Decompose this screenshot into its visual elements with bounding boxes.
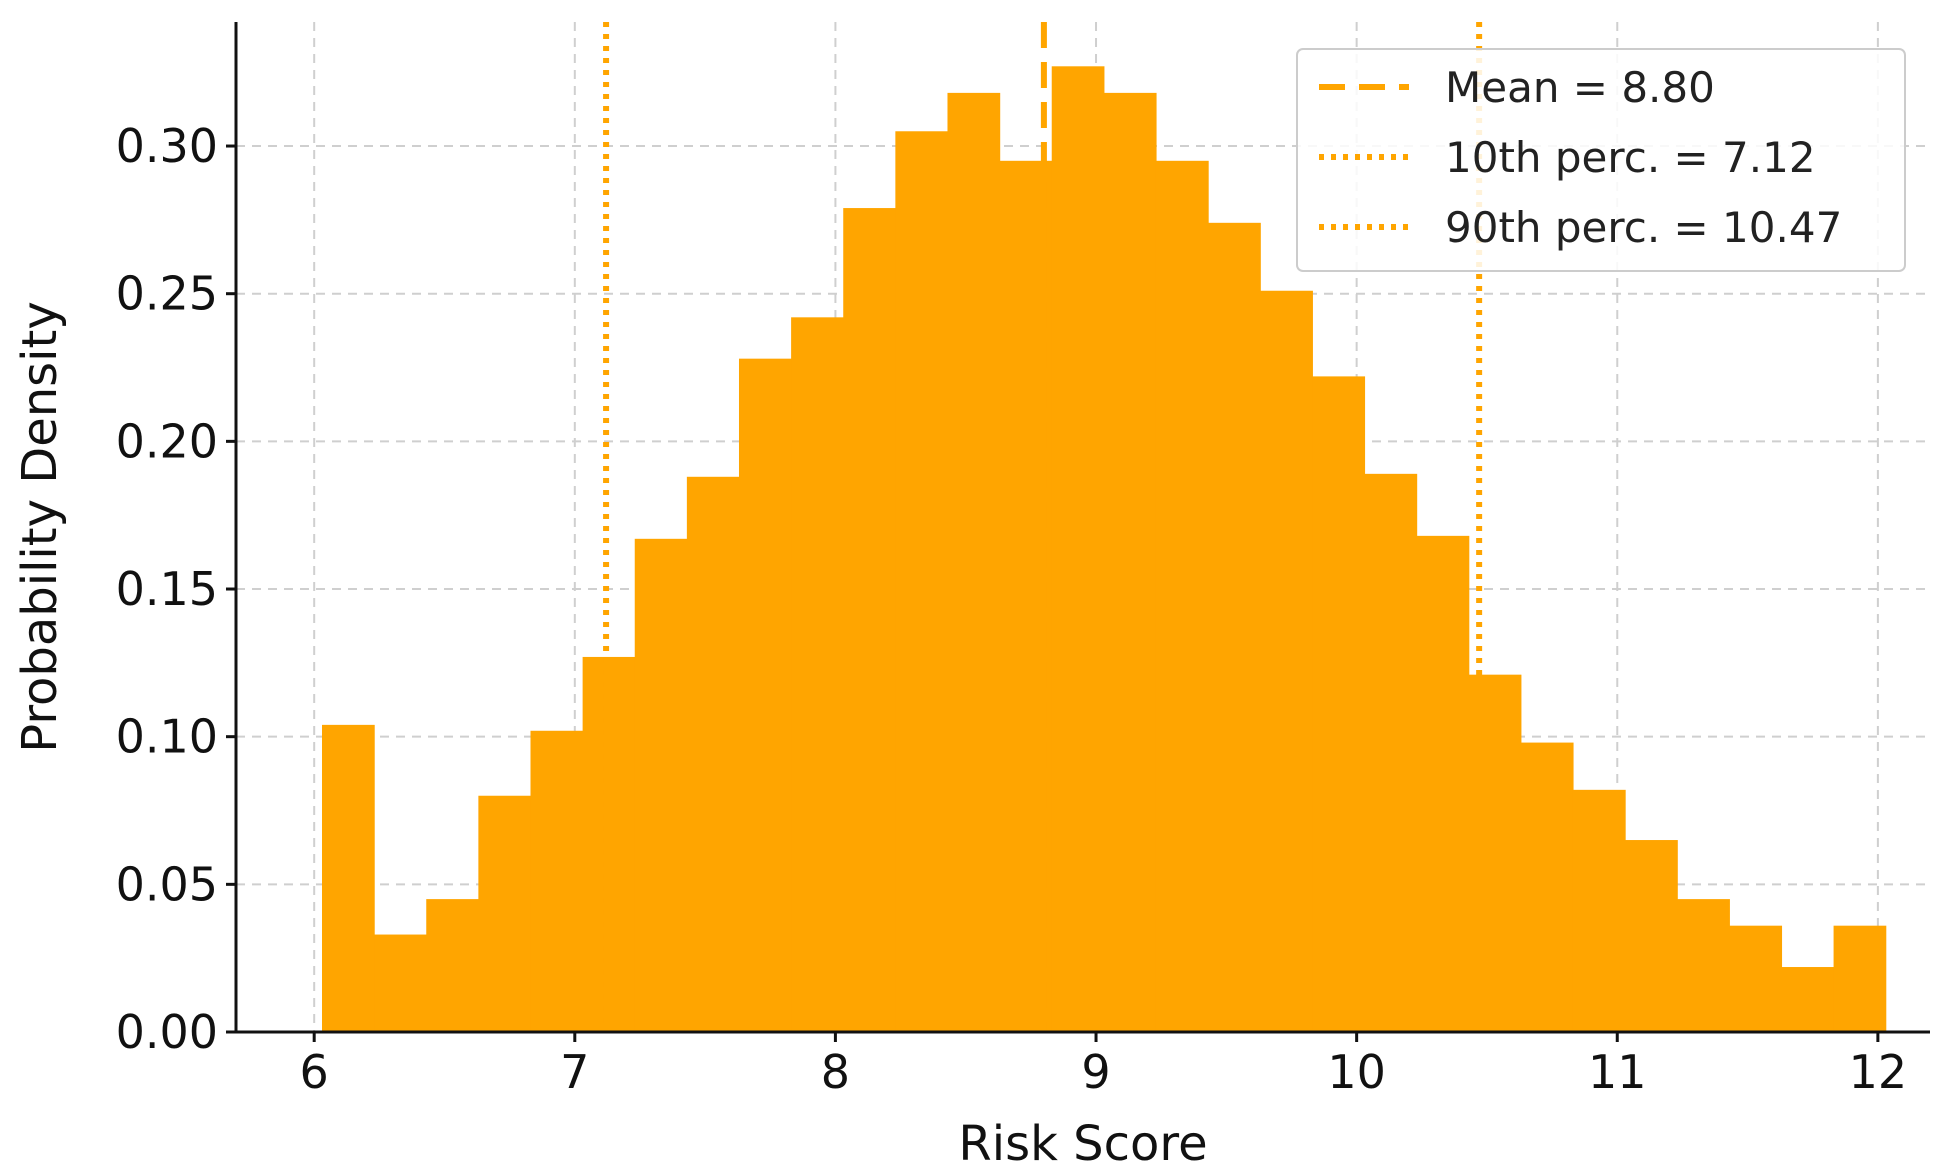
y-tick-label: 0.00 <box>116 1005 218 1059</box>
histogram-bar <box>1208 222 1261 1032</box>
y-tick-label: 0.30 <box>116 119 218 173</box>
y-tick-label: 0.05 <box>116 857 218 911</box>
histogram-bar <box>1677 899 1730 1032</box>
histogram-bar <box>1572 789 1626 1032</box>
x-tick-label: 7 <box>560 1045 589 1099</box>
x-tick-label: 11 <box>1588 1045 1647 1099</box>
histogram-bar <box>1051 66 1105 1033</box>
histogram-bar <box>1729 925 1783 1032</box>
legend-label-2: 90th perc. = 10.47 <box>1445 203 1842 252</box>
y-ticks: 0.00 0.05 0.10 0.15 0.20 0.25 0.30 <box>116 119 236 1059</box>
x-tick-label: 12 <box>1849 1045 1908 1099</box>
histogram-bar <box>478 795 532 1032</box>
y-tick-label: 0.10 <box>116 710 218 764</box>
y-tick-label: 0.15 <box>116 562 218 616</box>
histogram-bar <box>634 538 688 1032</box>
histogram-bar <box>582 656 636 1032</box>
x-tick-label: 8 <box>821 1045 850 1099</box>
histogram-bar <box>791 317 844 1032</box>
legend-label-1: 10th perc. = 7.12 <box>1445 133 1816 182</box>
y-tick-label: 0.20 <box>116 414 218 468</box>
histogram-bar <box>895 131 949 1032</box>
histogram-bar <box>1520 742 1574 1032</box>
y-tick-label: 0.25 <box>116 267 218 321</box>
histogram-bar <box>738 358 792 1033</box>
histogram-bar <box>843 208 896 1033</box>
histogram-bar <box>1260 290 1313 1032</box>
histogram-bar <box>1833 925 1887 1032</box>
legend-label-0: Mean = 8.80 <box>1445 63 1715 112</box>
x-tick-label: 6 <box>300 1045 329 1099</box>
histogram-bar <box>322 724 375 1032</box>
legend-box <box>1296 48 1906 272</box>
histogram-bar <box>374 934 427 1032</box>
x-tick-label: 9 <box>1081 1045 1110 1099</box>
histogram-bar <box>1364 473 1418 1032</box>
axes <box>234 22 1930 1034</box>
histogram-bar <box>1416 535 1470 1032</box>
histogram-bar <box>686 476 740 1033</box>
histogram-bar <box>1103 92 1157 1032</box>
histogram-bar <box>1312 376 1366 1032</box>
legend: Mean = 8.80 10th perc. = 7.12 90th perc. =… <box>1296 48 1906 272</box>
histogram-bar <box>426 899 479 1032</box>
histogram-bar <box>1781 967 1835 1032</box>
histogram-bar <box>530 730 584 1032</box>
histogram-bar <box>1625 840 1678 1032</box>
histogram-bar <box>1155 160 1209 1033</box>
x-ticks: 6 7 8 9 10 11 12 <box>300 1032 1908 1099</box>
y-axis-label: Probability Density <box>12 301 68 752</box>
x-tick-label: 10 <box>1327 1045 1386 1099</box>
histogram-bar <box>947 92 1001 1032</box>
x-axis-label: Risk Score <box>958 1116 1207 1172</box>
